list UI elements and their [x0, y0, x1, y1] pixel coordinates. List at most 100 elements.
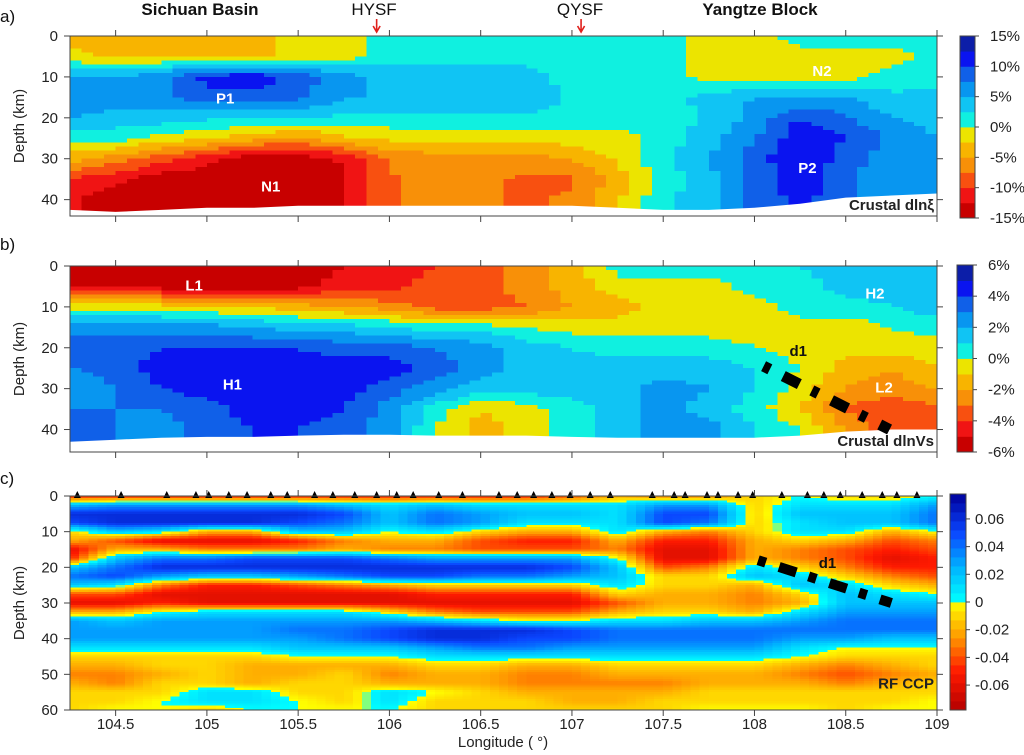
heatmap-cell: [218, 331, 230, 336]
heatmap-cell: [264, 291, 276, 296]
heatmap-cell: [777, 56, 789, 61]
heatmap-cell: [583, 106, 595, 111]
heatmap-cell: [812, 85, 824, 90]
heatmap-cell: [686, 61, 698, 66]
heatmap-cell: [549, 159, 561, 164]
heatmap-cell: [104, 323, 116, 328]
heatmap-cell: [526, 93, 538, 98]
heatmap-cell: [891, 187, 903, 192]
heatmap-cell: [207, 376, 219, 381]
heatmap-cell: [355, 187, 367, 192]
heatmap-cell: [504, 93, 516, 98]
heatmap-cell: [275, 85, 287, 90]
heatmap-cell: [218, 163, 230, 168]
heatmap-cell: [777, 167, 789, 172]
heatmap-cell: [606, 191, 618, 196]
heatmap-cell: [697, 134, 709, 139]
heatmap-cell: [618, 65, 630, 70]
heatmap-cell: [652, 126, 664, 131]
heatmap-cell: [321, 303, 333, 308]
heatmap-cell: [880, 56, 892, 61]
heatmap-cell: [81, 89, 93, 94]
heatmap-cell: [675, 89, 687, 94]
heatmap-cell: [184, 81, 196, 86]
heatmap-cell: [652, 97, 664, 102]
heatmap-cell: [686, 138, 698, 143]
heatmap-cell: [344, 274, 356, 279]
heatmap-cell: [344, 69, 356, 74]
heatmap-cell: [253, 368, 265, 373]
heatmap-cell: [561, 151, 573, 156]
heatmap-cell: [264, 352, 276, 357]
heatmap-cell: [344, 397, 356, 402]
heatmap-cell: [732, 110, 744, 115]
heatmap-cell: [207, 204, 219, 209]
heatmap-cell: [458, 130, 470, 135]
heatmap-cell: [332, 323, 344, 328]
heatmap-cell: [686, 167, 698, 172]
heatmap-cell: [116, 425, 128, 430]
heatmap-cell: [367, 142, 379, 147]
heatmap-cell: [116, 417, 128, 422]
heatmap-cell: [173, 44, 185, 49]
heatmap-cell: [663, 48, 675, 53]
heatmap-cell: [401, 405, 413, 410]
heatmap-cell: [104, 327, 116, 332]
heatmap-cell: [549, 69, 561, 74]
heatmap-cell: [241, 183, 253, 188]
heatmap-cell: [184, 348, 196, 353]
heatmap-cell: [275, 52, 287, 57]
heatmap-cell: [195, 73, 207, 78]
heatmap-cell: [446, 52, 458, 57]
heatmap-cell: [218, 278, 230, 283]
heatmap-cell: [138, 348, 150, 353]
heatmap-cell: [173, 385, 185, 390]
heatmap-cell: [195, 151, 207, 156]
heatmap-cell: [424, 183, 436, 188]
heatmap-cell: [298, 146, 310, 151]
heatmap-cell: [264, 323, 276, 328]
heatmap-cell: [834, 61, 846, 66]
heatmap-cell: [914, 138, 926, 143]
heatmap-cell: [241, 303, 253, 308]
heatmap-cell: [686, 110, 698, 115]
heatmap-cell: [344, 97, 356, 102]
heatmap-cell: [481, 130, 493, 135]
heatmap-cell: [150, 291, 162, 296]
heatmap-cell: [492, 146, 504, 151]
heatmap-cell: [652, 155, 664, 160]
heatmap-cell: [789, 36, 801, 41]
heatmap-cell: [424, 295, 436, 300]
heatmap-cell: [241, 77, 253, 82]
heatmap-cell: [321, 389, 333, 394]
heatmap-cell: [150, 167, 162, 172]
heatmap-cell: [93, 393, 105, 398]
heatmap-cell: [230, 421, 242, 426]
heatmap-cell: [743, 69, 755, 74]
heatmap-cell: [150, 356, 162, 361]
heatmap-cell: [549, 191, 561, 196]
heatmap-cell: [355, 138, 367, 143]
heatmap-cell: [321, 151, 333, 156]
heatmap-cell: [401, 315, 413, 320]
heatmap-cell: [207, 114, 219, 119]
heatmap-cell: [389, 393, 401, 398]
heatmap-cell: [709, 122, 721, 127]
heatmap-cell: [481, 163, 493, 168]
heatmap-cell: [754, 48, 766, 53]
heatmap-cell: [880, 138, 892, 143]
heatmap-cell: [469, 179, 481, 184]
heatmap-cell: [903, 110, 915, 115]
heatmap-cell: [344, 155, 356, 160]
heatmap-cell: [127, 364, 139, 369]
heatmap-cell: [173, 200, 185, 205]
heatmap-cell: [914, 163, 926, 168]
heatmap-cell: [401, 356, 413, 361]
heatmap-cell: [81, 196, 93, 201]
heatmap-cell: [618, 163, 630, 168]
heatmap-cell: [743, 110, 755, 115]
heatmap-cell: [116, 106, 128, 111]
heatmap-cell: [435, 348, 447, 353]
heatmap-cell: [298, 286, 310, 291]
heatmap-cell: [435, 405, 447, 410]
